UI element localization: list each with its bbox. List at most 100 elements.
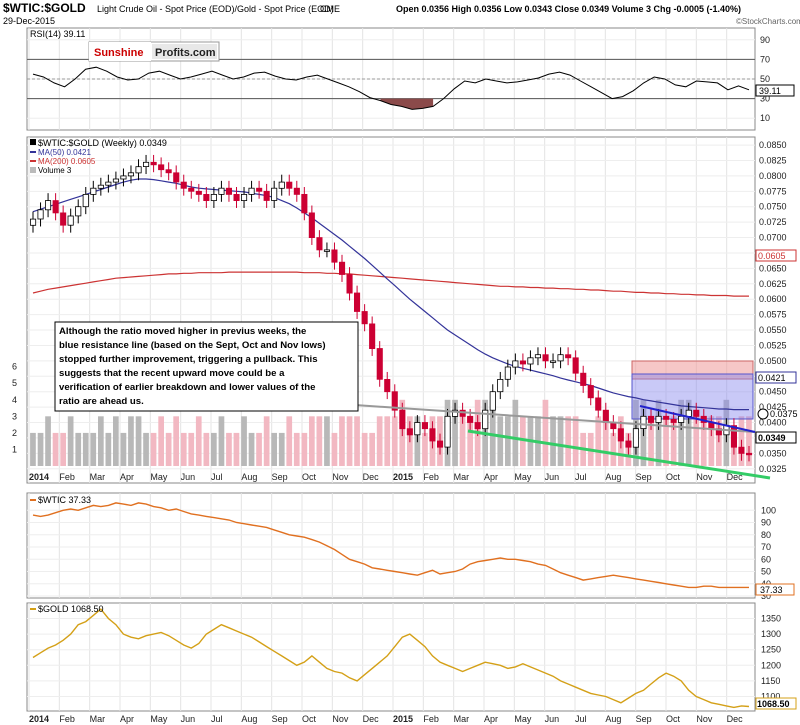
volume-bar (37, 432, 44, 466)
gold-x-label: Aug (241, 714, 257, 724)
price-x-label: Aug (241, 472, 257, 482)
mid-level-tag: 0.0375 (770, 409, 798, 419)
price-legend-volume: Volume 3 (38, 166, 72, 175)
price-candle (203, 193, 210, 201)
chart-exchange: CME (320, 4, 340, 14)
wtic-y-label: 80 (761, 530, 771, 540)
logo: Sunshine Profits.com (88, 41, 220, 62)
price-candle (353, 292, 361, 312)
price-candle (429, 428, 436, 442)
gold-x-label: Apr (120, 714, 134, 724)
gold-line (32, 608, 750, 709)
ma200-path (32, 271, 749, 297)
price-y-label: 0.0800 (759, 171, 787, 181)
price-candle (655, 415, 662, 423)
price-candle (625, 440, 632, 448)
price-candle (436, 440, 444, 448)
price-candle (60, 212, 67, 226)
price-candle (158, 164, 165, 171)
volume-bar (346, 416, 353, 466)
price-candle (361, 311, 368, 325)
price-candle (746, 452, 753, 456)
price-x-label: Feb (423, 472, 439, 482)
price-candle (165, 169, 172, 174)
price-candle (316, 237, 323, 251)
gold-x-label: Apr (484, 714, 498, 724)
price-x-label: Nov (332, 472, 349, 482)
volume-bar (188, 432, 195, 466)
gold-x-label: Dec (727, 714, 744, 724)
volume-bar (248, 432, 255, 466)
volume-bar (105, 432, 112, 466)
price-candle (105, 181, 112, 186)
chart-date: 29-Dec-2015 (3, 16, 55, 26)
price-candle (557, 354, 564, 362)
rsi-y-label: 90 (760, 35, 770, 45)
rsi-last-tag: 39.11 (759, 86, 781, 96)
volume-bar (211, 432, 217, 466)
wtic-y-label: 30 (761, 591, 771, 601)
price-candle (323, 249, 330, 252)
volume-bar (150, 432, 157, 466)
price-candle (519, 360, 526, 365)
price-candle (218, 187, 225, 195)
axis-labels: 2014 Feb Mar Apr May Jun Jul Aug Sep Oct Nov Dec 201… (12, 35, 787, 724)
price-legend-ma50: MA(50) 0.0421 (38, 148, 91, 157)
volume-y-label: 6 (12, 362, 17, 372)
wtic-y-label: 90 (761, 518, 771, 528)
volume-bar (45, 416, 51, 466)
price-candle (301, 193, 308, 214)
gold-x-label: Feb (423, 714, 439, 724)
price-x-label: Aug (605, 472, 621, 482)
price-x-label: Feb (59, 472, 75, 482)
gold-y-label: 1350 (761, 613, 781, 623)
price-x-label: Apr (484, 472, 498, 482)
price-candle (406, 428, 413, 436)
gold-last-tag: 1068.50 (757, 699, 790, 709)
price-candle (369, 323, 376, 349)
price-panel (26, 136, 756, 484)
gold-x-label: 2015 (393, 714, 413, 724)
green-support-line (467, 429, 771, 480)
price-candle (572, 357, 579, 374)
volume-bar (67, 416, 74, 466)
price-candle (308, 212, 315, 238)
volume-bar (324, 416, 330, 466)
volume-bar (263, 416, 270, 466)
price-x-label: Apr (120, 472, 134, 482)
volume-bar (557, 416, 564, 466)
volume-bar (226, 432, 232, 466)
wtic-y-label: 50 (761, 567, 771, 577)
volume-bar (422, 432, 428, 466)
price-x-label: Sep (272, 472, 288, 482)
gold-y-label: 1300 (761, 629, 781, 639)
gold-x-label: Feb (59, 714, 75, 724)
volume-bar (135, 416, 142, 466)
price-candle (45, 200, 52, 211)
gold-x-label: 2014 (29, 714, 49, 724)
volume-bar (195, 416, 202, 466)
rsi-y-label: 70 (760, 54, 770, 64)
price-candle (75, 206, 82, 217)
price-candle (142, 161, 150, 168)
price-x-label: Mar (454, 472, 470, 482)
volume-bar (693, 416, 700, 466)
price-bars (29, 154, 753, 462)
price-candle (444, 415, 451, 448)
consolidation-box-blue (631, 373, 754, 420)
price-candle (173, 172, 180, 183)
price-candle (497, 378, 504, 393)
volume-bar (452, 399, 458, 467)
price-candle (67, 215, 74, 226)
gold-x-label: Sep (272, 714, 288, 724)
gold-x-label: Sep (636, 714, 652, 724)
volume-bar (602, 416, 609, 466)
gold-x-label: May (514, 714, 532, 724)
price-x-label: Dec (363, 472, 380, 482)
price-x-label: Jul (211, 472, 223, 482)
volume-bar (520, 416, 526, 466)
price-x-label: Nov (696, 472, 713, 482)
price-x-label: Jul (575, 472, 587, 482)
annotation-line-1: Although the ratio moved higher in previ… (59, 326, 306, 337)
annotation-line-3: stopped further improvement, triggering … (59, 354, 318, 365)
